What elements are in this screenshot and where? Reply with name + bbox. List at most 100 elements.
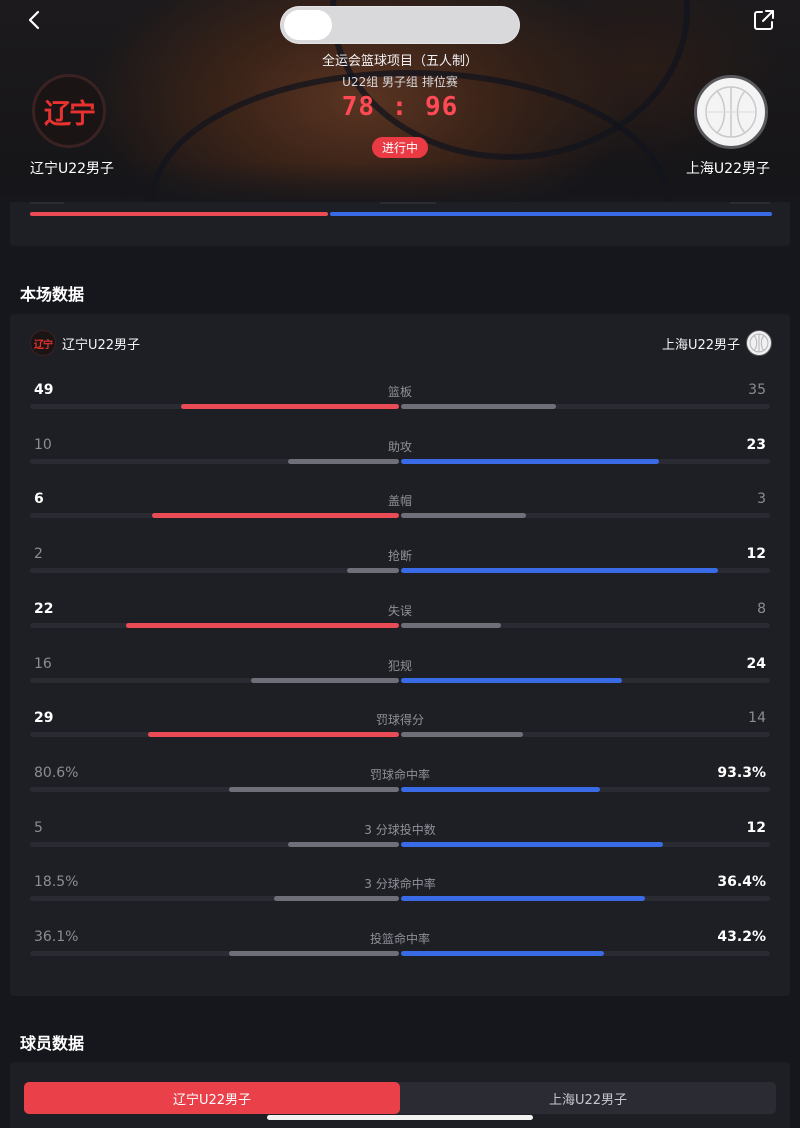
stat-home-value: 2 [34, 546, 43, 563]
home-comparison-bar [30, 212, 328, 216]
clipped-value-right [730, 202, 770, 204]
home-bar-track [30, 677, 399, 683]
home-bar-track [30, 568, 399, 574]
basketball-icon [705, 86, 757, 138]
away-bar-track [401, 677, 770, 683]
stat-label: 抢断 [387, 549, 412, 564]
toggle-knob [284, 10, 332, 40]
stat-row: 29 罚球得分 14 [30, 710, 770, 750]
home-bar-fill [148, 732, 399, 738]
away-bar-fill [401, 677, 622, 683]
away-team-logo[interactable] [694, 75, 768, 149]
home-indicator[interactable] [267, 1115, 533, 1120]
stat-away-value: 24 [746, 655, 766, 672]
home-bar-track [30, 841, 399, 847]
stat-row: 2 抢断 12 [30, 546, 770, 586]
away-bar-fill [401, 458, 659, 464]
home-bar-fill [152, 513, 399, 519]
stat-away-value: 12 [746, 819, 766, 836]
home-bar-fill [274, 896, 399, 902]
share-button[interactable] [752, 8, 776, 32]
stat-away-value: 3 [757, 491, 766, 508]
stat-home-value: 80.6% [34, 764, 79, 781]
back-button[interactable] [22, 6, 46, 34]
stat-home-value: 16 [34, 655, 52, 672]
stat-row: 10 助攻 23 [30, 437, 770, 477]
stat-label: 篮板 [387, 385, 412, 399]
away-bar-track [401, 622, 770, 628]
stat-row: 18.5% 3 分球命中率 36.4% [30, 874, 770, 914]
home-logo-text: 辽宁 [44, 98, 96, 130]
away-bar-track [401, 841, 770, 847]
stat-label: 3 分球投中数 [364, 822, 436, 837]
team-tabs: 辽宁U22男子 上海U22男子 [24, 1082, 776, 1114]
home-bar-track [30, 951, 399, 956]
away-bar-fill [401, 951, 604, 956]
stat-row: 16 犯规 24 [30, 656, 770, 696]
away-team-name: 上海U22男子 [685, 161, 770, 177]
stat-label: 投篮命中率 [369, 932, 430, 946]
stat-row: 80.6% 罚球命中率 93.3% [30, 765, 770, 805]
stat-label: 犯规 [387, 658, 412, 673]
home-bar-fill [229, 951, 399, 956]
status-badge: 进行中 [372, 137, 428, 158]
away-bar-track [401, 786, 770, 792]
stat-home-value: 29 [34, 710, 54, 727]
event-name: 全运会篮球项目（五人制） [321, 54, 478, 69]
tab-away-team[interactable]: 上海U22男子 [548, 1092, 628, 1108]
home-team-logo[interactable]: 辽宁 [32, 74, 106, 148]
away-comparison-bar [330, 212, 772, 216]
match-stats-card: 辽宁 辽宁U22男子 上海U22男子 49 篮板 35 10 助攻 23 6 盖帽 3 2 抢断 12… [10, 314, 790, 996]
stat-label: 盖帽 [387, 494, 412, 509]
away-bar-fill [401, 404, 556, 409]
chevron-left-icon [28, 10, 40, 30]
stat-label: 罚球命中率 [369, 767, 430, 782]
player-stats-card: 辽宁U22男子 上海U22男子 [10, 1062, 790, 1128]
stat-away-value: 12 [746, 546, 766, 563]
away-bar-fill [401, 841, 663, 847]
stat-label: 助攻 [387, 439, 412, 454]
away-bar-fill [401, 786, 600, 792]
stat-home-value: 18.5% [34, 874, 79, 891]
scoring-comparison-card [10, 202, 790, 246]
away-bar-fill [401, 732, 523, 738]
stat-home-value: 22 [34, 600, 54, 617]
group-name: U22组 男子组 排位赛 [342, 75, 458, 89]
stat-home-value: 10 [34, 436, 52, 453]
view-toggle[interactable] [280, 6, 520, 44]
stats-away-team-name: 上海U22男子 [661, 337, 740, 353]
away-bar-track [401, 951, 770, 956]
stat-row: 36.1% 投篮命中率 43.2% [30, 929, 770, 969]
stats-home-team-name: 辽宁U22男子 [62, 337, 141, 353]
away-bar-fill [401, 513, 526, 519]
home-bar-track [30, 404, 399, 409]
away-bar-track [401, 513, 770, 519]
home-bar-fill [126, 622, 399, 628]
away-bar-fill [401, 568, 718, 574]
home-bar-fill [288, 458, 399, 464]
home-team-name: 辽宁U22男子 [30, 161, 115, 177]
match-score: 78 : 96 [341, 92, 459, 122]
home-team-mini-logo: 辽宁 [30, 330, 56, 356]
home-bar-track [30, 622, 399, 628]
match-stats-title: 本场数据 [20, 285, 85, 304]
away-bar-track [401, 458, 770, 464]
stat-away-value: 23 [746, 436, 766, 453]
away-team-mini-logo [746, 330, 772, 356]
stat-away-value: 35 [748, 382, 766, 398]
home-bar-fill [347, 568, 399, 574]
basketball-icon [749, 333, 769, 353]
clipped-label [380, 202, 436, 204]
home-bar-fill [229, 786, 399, 792]
player-stats-title: 球员数据 [20, 1034, 85, 1053]
tab-home-team[interactable]: 辽宁U22男子 [24, 1082, 400, 1114]
stat-label: 罚球得分 [375, 713, 424, 728]
stat-home-value: 6 [34, 491, 44, 508]
stat-home-value: 49 [34, 382, 54, 398]
home-bar-fill [288, 841, 399, 847]
stat-away-value: 36.4% [717, 874, 766, 891]
away-bar-track [401, 568, 770, 574]
header-fade [0, 162, 800, 202]
stat-label: 3 分球命中率 [364, 877, 436, 892]
stat-away-value: 43.2% [717, 929, 766, 945]
